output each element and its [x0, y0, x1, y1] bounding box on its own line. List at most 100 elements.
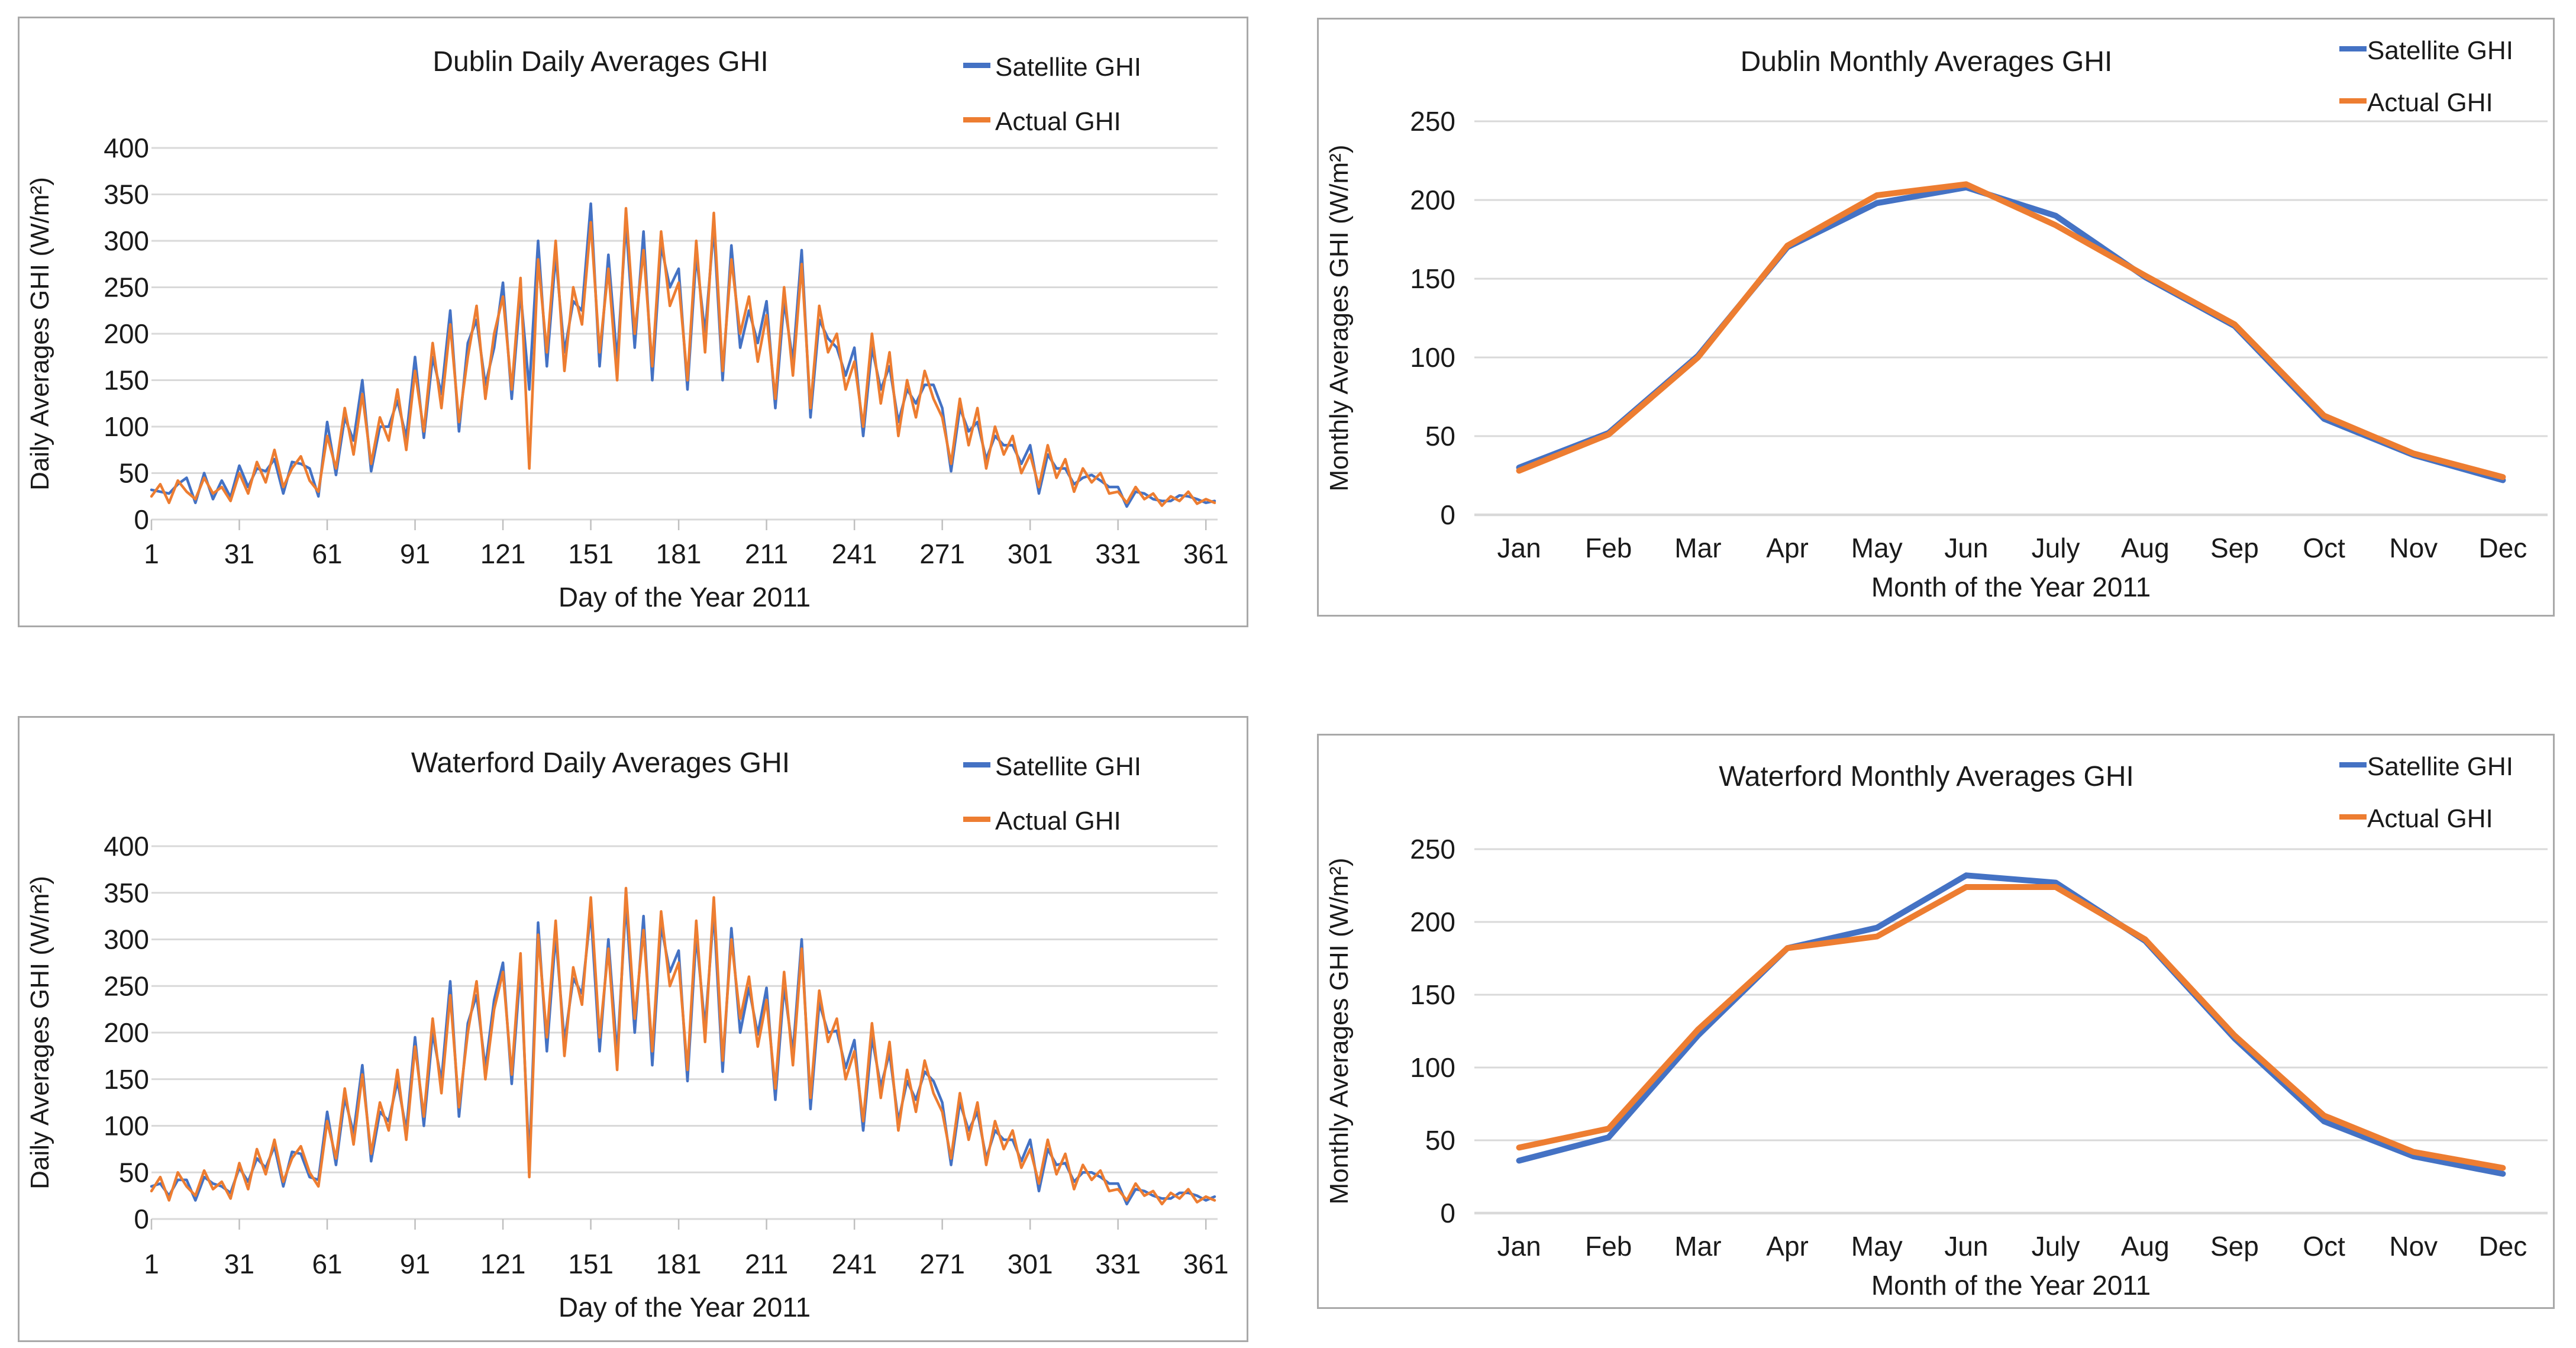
- x-tick-label-Dec: Dec: [2479, 533, 2527, 563]
- y-tick-label-250: 250: [1410, 834, 1455, 865]
- legend-label-satellite: Satellite GHI: [2367, 36, 2513, 65]
- x-tick-label-Feb: Feb: [1585, 533, 1632, 563]
- x-tick-label-May: May: [1851, 533, 1903, 563]
- y-tick-label-50: 50: [1425, 421, 1455, 452]
- chart-title: Waterford Monthly Averages GHI: [1719, 761, 2134, 792]
- x-tick-label-61: 61: [312, 1249, 342, 1279]
- y-tick-label-50: 50: [119, 1157, 149, 1188]
- x-tick-label-211: 211: [745, 538, 788, 569]
- x-tick-label-301: 301: [1008, 1249, 1053, 1279]
- chart-title: Dublin Monthly Averages GHI: [1741, 46, 2113, 78]
- series-line-actual-ghi: [1516, 884, 2506, 1171]
- y-tick-label-100: 100: [1410, 342, 1455, 373]
- x-tick-label-181: 181: [656, 538, 702, 569]
- y-tick-label-50: 50: [119, 458, 149, 489]
- x-tick-labels: 1 31 61 91 121 151 181 211 241 271 301 331 361: [144, 538, 1228, 569]
- x-tick-labels: Jan Feb Mar Apr May Jun July Aug Sep Oct Nov Dec: [1497, 1231, 2527, 1262]
- legend-swatch-actual-icon: [963, 117, 990, 122]
- series-line-satellite-ghi: [1516, 872, 2506, 1177]
- y-tick-label-150: 150: [1410, 979, 1455, 1010]
- x-tick-label-331: 331: [1095, 1249, 1141, 1279]
- x-tick-label-Jun: Jun: [1944, 533, 1988, 563]
- x-tick-label-Jan: Jan: [1497, 1231, 1541, 1262]
- y-tick-label-350: 350: [104, 179, 149, 210]
- y-tick-label-350: 350: [104, 878, 149, 908]
- y-tick-label-50: 50: [1425, 1125, 1455, 1156]
- legend: Satellite GHI Actual GHI: [963, 53, 1141, 136]
- y-tick-label-0: 0: [1440, 499, 1455, 530]
- x-tick-label-271: 271: [919, 1249, 965, 1279]
- y-tick-label-150: 150: [104, 1064, 149, 1095]
- x-tick-labels: Jan Feb Mar Apr May Jun July Aug Sep Oct Nov Dec: [1497, 533, 2527, 563]
- legend-swatch-satellite-icon: [2339, 762, 2367, 767]
- x-tick-label-31: 31: [224, 538, 254, 569]
- y-tick-label-200: 200: [104, 318, 149, 349]
- legend-swatch-satellite-icon: [963, 762, 990, 767]
- x-tick-label-31: 31: [224, 1249, 254, 1279]
- legend-label-actual: Actual GHI: [2367, 804, 2493, 833]
- chart-title: Dublin Daily Averages GHI: [432, 46, 768, 78]
- y-tick-label-200: 200: [104, 1017, 149, 1048]
- legend-label-satellite: Satellite GHI: [2367, 752, 2513, 781]
- y-tick-label-200: 200: [1410, 907, 1455, 937]
- legend-swatch-actual-icon: [2339, 98, 2367, 104]
- y-tick-label-250: 250: [104, 272, 149, 303]
- series-lines: [1516, 872, 2506, 1177]
- x-tick-label-Mar: Mar: [1674, 533, 1721, 563]
- series-line-actual-ghi: [150, 207, 1216, 507]
- y-axis-title: Daily Averages GHI (W/m²): [25, 876, 54, 1189]
- x-tick-label-May: May: [1851, 1231, 1903, 1262]
- series-lines: [150, 202, 1216, 508]
- x-tick-label-121: 121: [480, 538, 526, 569]
- x-axis-tick-marks: [150, 520, 1207, 530]
- x-tick-label-151: 151: [568, 1249, 614, 1279]
- y-tick-label-150: 150: [1410, 263, 1455, 294]
- y-tick-label-400: 400: [104, 133, 149, 163]
- x-tick-label-Aug: Aug: [2121, 533, 2170, 563]
- chart-dublin-monthly: 0 50 100 150 200 250 Jan Feb Mar Apr May Jun July Aug…: [1317, 18, 2555, 617]
- x-tick-label-Feb: Feb: [1585, 1231, 1632, 1262]
- series-lines: [1516, 181, 2506, 483]
- x-tick-label-301: 301: [1008, 538, 1053, 569]
- x-tick-labels: 1 31 61 91 121 151 181 211 241 271 301 331 361: [144, 1249, 1228, 1279]
- x-axis-tick-marks: [150, 1219, 1207, 1230]
- x-tick-label-July: July: [2032, 1231, 2080, 1262]
- x-tick-label-241: 241: [832, 1249, 877, 1279]
- chart-border: [18, 716, 1248, 1342]
- legend: Satellite GHI Actual GHI: [2339, 36, 2513, 117]
- series-line-actual-ghi: [150, 886, 1216, 1206]
- gridlines-and-y-ticks: 0 50 100 150 200 250: [1410, 106, 2548, 530]
- x-tick-label-361: 361: [1183, 1249, 1229, 1279]
- x-tick-label-Jun: Jun: [1944, 1231, 1988, 1262]
- legend-label-satellite: Satellite GHI: [995, 752, 1141, 781]
- legend-label-actual: Actual GHI: [2367, 88, 2493, 117]
- y-tick-label-300: 300: [104, 225, 149, 256]
- x-tick-label-121: 121: [480, 1249, 526, 1279]
- legend-swatch-satellite-icon: [2339, 46, 2367, 51]
- y-tick-label-100: 100: [104, 411, 149, 442]
- x-tick-label-241: 241: [832, 538, 877, 569]
- x-tick-label-Mar: Mar: [1674, 1231, 1721, 1262]
- x-tick-label-61: 61: [312, 538, 342, 569]
- y-tick-label-0: 0: [134, 504, 149, 535]
- x-tick-label-Nov: Nov: [2389, 1231, 2438, 1262]
- x-axis-title: Month of the Year 2011: [1871, 572, 2151, 602]
- legend-label-actual: Actual GHI: [995, 107, 1121, 136]
- x-tick-label-Nov: Nov: [2389, 533, 2438, 563]
- x-tick-label-Jan: Jan: [1497, 533, 1541, 563]
- x-tick-label-1: 1: [144, 538, 159, 569]
- legend-label-actual: Actual GHI: [995, 807, 1121, 836]
- dublin-monthly-svg: 0 50 100 150 200 250 Jan Feb Mar Apr May Jun July Aug…: [1317, 18, 2555, 617]
- x-tick-label-331: 331: [1095, 538, 1141, 569]
- x-tick-label-Oct: Oct: [2303, 533, 2345, 563]
- y-axis-title: Monthly Averages GHI (W/m²): [1325, 145, 1354, 492]
- x-axis-title: Month of the Year 2011: [1871, 1270, 2151, 1301]
- x-tick-label-Aug: Aug: [2121, 1231, 2170, 1262]
- legend-swatch-actual-icon: [2339, 814, 2367, 820]
- chart-waterford-monthly: 0 50 100 150 200 250 Jan Feb Mar Apr May Jun July Aug…: [1317, 734, 2555, 1309]
- y-axis-title: Monthly Averages GHI (W/m²): [1325, 858, 1354, 1205]
- y-axis-title: Daily Averages GHI (W/m²): [25, 177, 54, 491]
- chart-border: [1317, 18, 2555, 617]
- y-tick-label-100: 100: [104, 1111, 149, 1141]
